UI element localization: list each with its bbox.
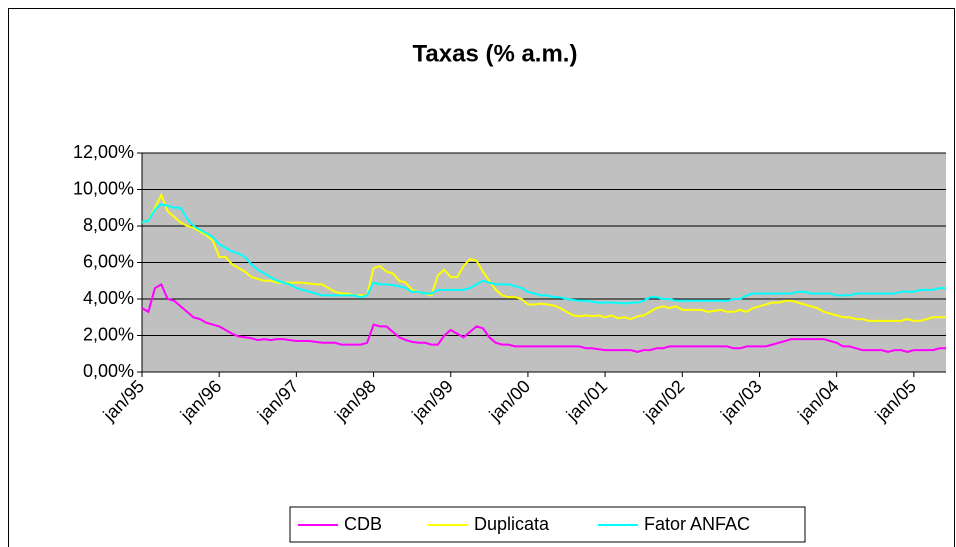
y-tick-label: 2,00%: [83, 324, 134, 344]
series-line: [141, 192, 946, 322]
y-tick-label: 4,00%: [83, 288, 134, 308]
legend-label: Fator ANFAC: [644, 514, 750, 534]
y-tick-label: 12,00%: [73, 142, 134, 162]
y-tick-label: 0,00%: [83, 361, 134, 381]
y-tick-label: 8,00%: [83, 215, 134, 235]
legend-label: Duplicata: [474, 514, 550, 534]
chart-title: Taxas (% a.m.): [413, 40, 578, 67]
legend-box: [289, 506, 806, 543]
legend-label: CDB: [344, 514, 382, 534]
y-tick-label: 10,00%: [73, 178, 134, 198]
y-tick-label: 6,00%: [83, 251, 134, 271]
series-line: [141, 202, 946, 305]
series-line: [141, 282, 946, 353]
